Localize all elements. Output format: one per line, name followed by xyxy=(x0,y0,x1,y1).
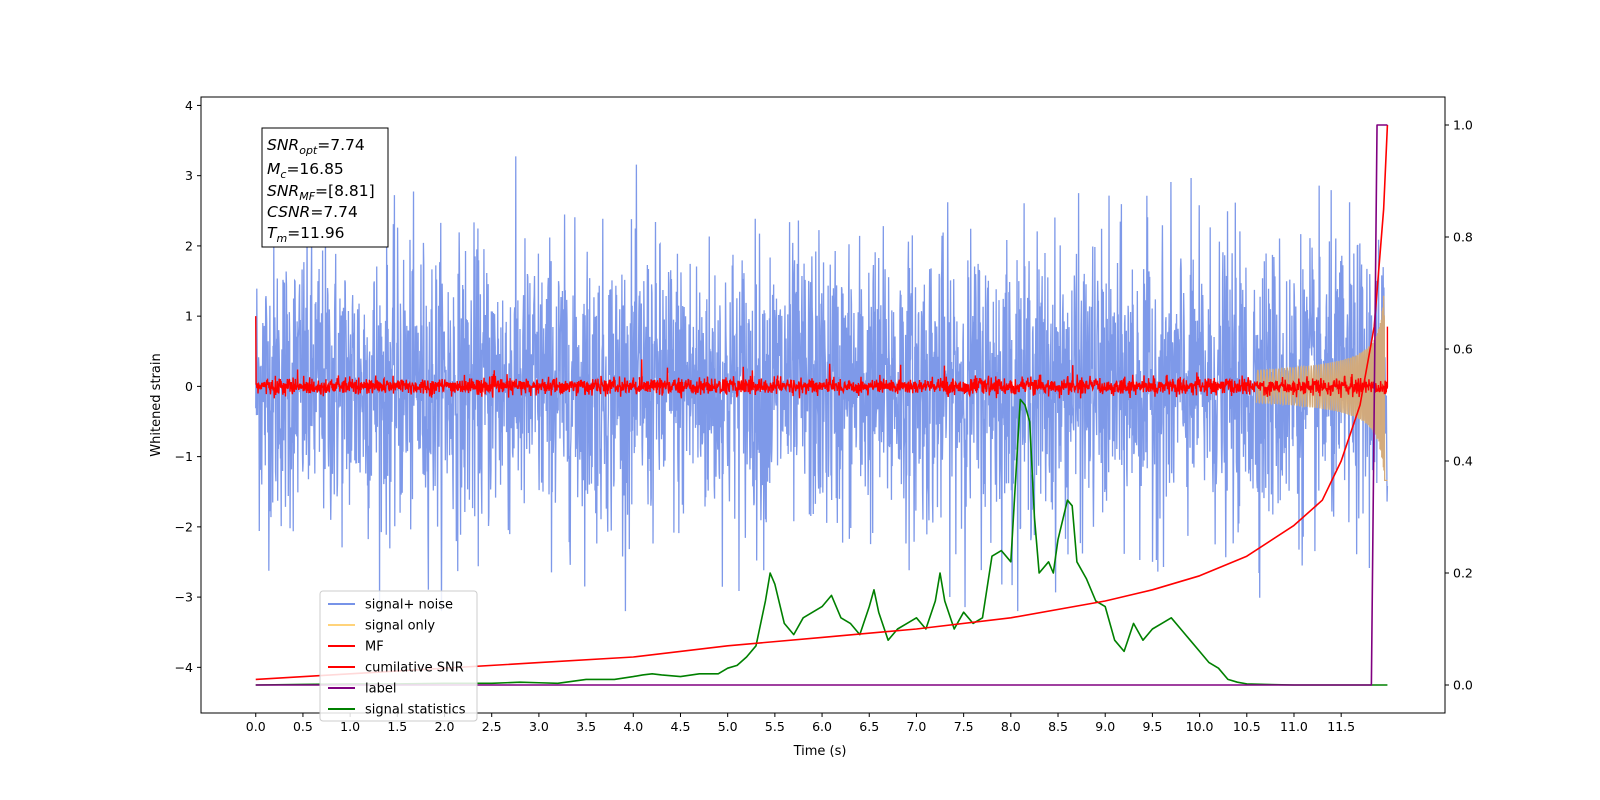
x-tick-label: 0.0 xyxy=(246,719,266,734)
y-tick-label: 3 xyxy=(185,168,193,183)
y-tick-label: −3 xyxy=(175,590,193,605)
x-tick-label: 5.0 xyxy=(718,719,738,734)
series-signal-statistics xyxy=(255,398,1388,686)
legend-item-mf-label: MF xyxy=(365,640,384,655)
x-tick-label: 9.0 xyxy=(1095,719,1115,734)
x-tick-label: 8.0 xyxy=(1001,719,1021,734)
x-axis-ticks: 0.0 0.5 1.0 1.5 2.0 2.5 3.0 3.5 4.0 4.5 5.0 5.5 6.0 6… xyxy=(246,713,1355,734)
x-tick-label: 2.5 xyxy=(482,719,502,734)
series-cumulative-snr xyxy=(255,124,1389,681)
x-tick-label: 6.5 xyxy=(859,719,879,734)
x-tick-label: 4.0 xyxy=(623,719,643,734)
x-tick-label: 1.5 xyxy=(387,719,407,734)
legend: signal+ noise signal only MF cumilative SNR… xyxy=(319,590,478,722)
x-tick-label: 6.0 xyxy=(812,719,832,734)
x-tick-label: 11.5 xyxy=(1327,719,1355,734)
y-tick-label: 1 xyxy=(185,309,193,324)
y2-tick-label: 0.2 xyxy=(1453,566,1473,581)
x-tick-label: 10.5 xyxy=(1233,719,1261,734)
annotation-frame xyxy=(261,127,389,248)
x-tick-label: 2.0 xyxy=(435,719,455,734)
x-tick-label: 3.0 xyxy=(529,719,549,734)
x-tick-label: 11.0 xyxy=(1280,719,1308,734)
y2-tick-label: 0.0 xyxy=(1453,678,1473,693)
y2-tick-label: 1.0 xyxy=(1453,118,1473,133)
legend-frame xyxy=(319,590,478,722)
x-tick-label: 7.5 xyxy=(954,719,974,734)
y-axis-label: Whitened strain xyxy=(149,353,164,456)
y-tick-label: −1 xyxy=(175,449,193,464)
legend-item-signal-noise-label: signal+ noise xyxy=(365,598,453,613)
legend-item-signal-statistics-label: signal statistics xyxy=(365,703,466,718)
annotation-merger-time: Tm=11.96 xyxy=(267,224,345,245)
y-tick-label: 4 xyxy=(185,98,193,113)
x-tick-label: 1.0 xyxy=(340,719,360,734)
y-axis-ticks: 4 3 2 1 0 −1 −2 −3 −4 xyxy=(175,98,201,675)
x-axis-label: Time (s) xyxy=(793,744,847,759)
x-tick-label: 8.5 xyxy=(1048,719,1068,734)
y-tick-label: 0 xyxy=(185,379,193,394)
x-tick-label: 0.5 xyxy=(293,719,313,734)
y-tick-label: −2 xyxy=(175,519,193,534)
annotation-snr-opt: SNRopt=7.74 xyxy=(267,136,365,157)
y-tick-label: 2 xyxy=(185,238,193,253)
legend-item-cumilative-snr-label: cumilative SNR xyxy=(365,661,464,676)
x-tick-label: 9.5 xyxy=(1142,719,1162,734)
annotation-chirp-mass: Mc=16.85 xyxy=(267,160,344,181)
plot-frame xyxy=(200,96,1446,714)
x-tick-label: 5.5 xyxy=(765,719,785,734)
legend-item-signal-only-label: signal only xyxy=(365,619,435,634)
x-tick-label: 7.0 xyxy=(906,719,926,734)
series-layer xyxy=(255,124,1389,686)
x-tick-label: 10.0 xyxy=(1186,719,1214,734)
x-tick-label: 4.5 xyxy=(671,719,691,734)
y-tick-label: −4 xyxy=(175,660,193,675)
y2-tick-label: 0.8 xyxy=(1453,230,1473,245)
series-label xyxy=(255,124,1388,686)
stats-annotation-box: SNRopt=7.74 Mc=16.85 SNRMF=[8.81] CSNR=7… xyxy=(261,127,389,248)
annotation-snr-mf: SNRMF=[8.81] xyxy=(267,182,375,203)
y2-axis-ticks: 1.0 0.8 0.6 0.4 0.2 0.0 xyxy=(1445,118,1473,693)
series-signal-plus-noise xyxy=(255,156,1389,612)
x-tick-label: 3.5 xyxy=(576,719,596,734)
annotation-csnr: CSNR=7.74 xyxy=(267,203,358,221)
legend-item-label-label: label xyxy=(365,682,396,697)
y2-tick-label: 0.4 xyxy=(1453,454,1473,469)
series-mf xyxy=(255,316,1389,399)
y2-tick-label: 0.6 xyxy=(1453,342,1473,357)
